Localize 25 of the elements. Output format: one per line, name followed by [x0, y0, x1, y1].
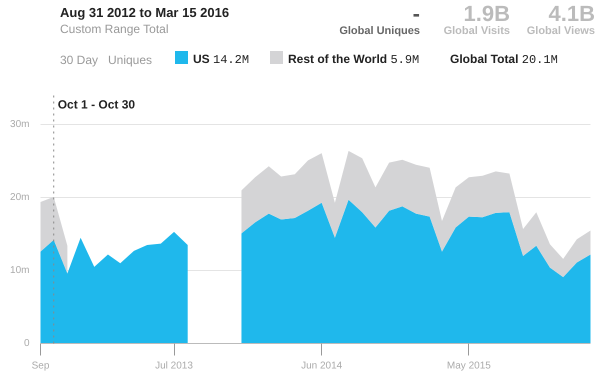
x-tick-label: Sep: [32, 360, 50, 372]
text: 5.9M: [390, 53, 420, 67]
text: 14.2M: [213, 53, 250, 67]
text: Uniques: [108, 52, 152, 69]
text: 20.1M: [522, 53, 558, 67]
x-tick-label: Jun 2014: [301, 360, 343, 372]
text: 1.9B: [464, 1, 510, 26]
text: 30 Day: [60, 52, 98, 69]
ref-line-label: Oct 1 - Oct 30: [58, 98, 136, 112]
legend-label: Rest of the World: [288, 52, 388, 66]
chart-title: Aug 31 2012 to Mar 15 2016: [60, 4, 230, 22]
legend-label: US: [193, 52, 210, 66]
text: Global Uniques: [338, 24, 420, 39]
text: 4.1B: [548, 1, 595, 26]
y-tick-label: 0: [24, 338, 30, 349]
y-tick-label: 10m: [10, 265, 30, 276]
y-tick-label: 20m: [10, 192, 30, 204]
chart-subtitle: Custom Range Total: [60, 21, 169, 38]
y-tick-label: 30m: [10, 119, 30, 130]
text: Global Visits: [444, 25, 510, 37]
text: Global Total: [450, 52, 518, 66]
x-tick-label: May 2015: [446, 360, 492, 372]
text: -: [412, 0, 420, 26]
x-tick-label: Jul 2013: [155, 360, 194, 372]
text: Global Views: [526, 25, 595, 37]
